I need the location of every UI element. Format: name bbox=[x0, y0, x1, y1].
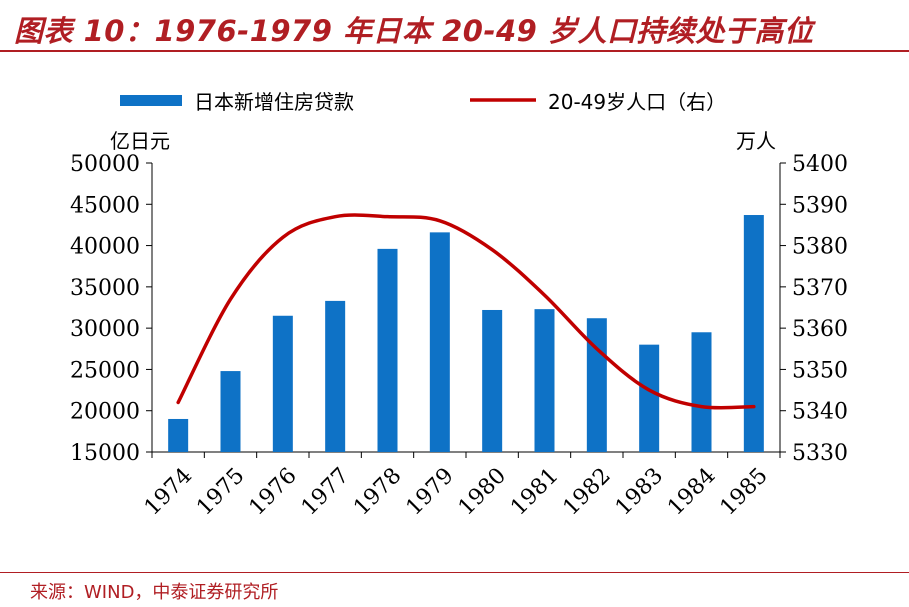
left-tick-label: 50000 bbox=[70, 152, 140, 177]
right-tick-label: 5390 bbox=[792, 193, 848, 218]
bar bbox=[743, 215, 764, 452]
right-tick-label: 5340 bbox=[792, 400, 848, 425]
x-tick-label: 1976 bbox=[245, 463, 302, 520]
source-note: 来源：WIND，中泰证券研究所 bbox=[30, 582, 279, 603]
chart: 日本新增住房贷款 20-49岁人口（右） 亿日元 万人 15000 20000 25… bbox=[70, 90, 848, 521]
left-tick-label: 20000 bbox=[70, 400, 140, 425]
legend-bar-swatch bbox=[120, 95, 182, 106]
source-divider bbox=[0, 572, 909, 573]
left-axis-unit: 亿日元 bbox=[110, 129, 170, 153]
bar bbox=[586, 318, 607, 452]
right-tick-label: 5350 bbox=[792, 358, 848, 383]
x-tick-label: 1985 bbox=[716, 463, 773, 520]
legend-bar-label: 日本新增住房贷款 bbox=[194, 90, 354, 114]
bar bbox=[639, 344, 660, 452]
bar bbox=[325, 300, 346, 452]
x-tick-label: 1980 bbox=[454, 463, 511, 520]
legend-line-label: 20-49岁人口（右） bbox=[548, 90, 726, 114]
bar bbox=[534, 309, 555, 452]
x-tick-label: 1981 bbox=[506, 463, 563, 520]
population-line bbox=[176, 213, 756, 410]
title-bar: 图表 10：1976-1979 年日本 20-49 岁人口持续处于高位 bbox=[0, 0, 909, 52]
x-tick-label: 1974 bbox=[140, 463, 197, 520]
right-tick-label: 5380 bbox=[792, 235, 848, 260]
right-tick-label: 5400 bbox=[792, 152, 848, 177]
right-axis-unit: 万人 bbox=[736, 129, 776, 153]
left-tick-label: 35000 bbox=[70, 276, 140, 301]
bar bbox=[168, 418, 189, 452]
x-tick-label: 1984 bbox=[663, 463, 720, 520]
bar bbox=[429, 232, 450, 452]
bar-series bbox=[168, 215, 764, 452]
bar bbox=[482, 309, 503, 452]
tick-labels: 15000 20000 25000 30000 35000 40000 45000 50000… bbox=[70, 152, 848, 521]
x-tick-label: 1977 bbox=[297, 463, 354, 520]
legend: 日本新增住房贷款 20-49岁人口（右） bbox=[120, 90, 726, 114]
page-title: 图表 10：1976-1979 年日本 20-49 岁人口持续处于高位 bbox=[14, 14, 814, 48]
x-tick-label: 1982 bbox=[559, 463, 616, 520]
line-series bbox=[176, 213, 756, 410]
right-tick-label: 5360 bbox=[792, 317, 848, 342]
left-tick-label: 30000 bbox=[70, 317, 140, 342]
x-tick-label: 1975 bbox=[192, 463, 249, 520]
left-tick-label: 25000 bbox=[70, 358, 140, 383]
x-tick-label: 1983 bbox=[611, 463, 668, 520]
bar bbox=[377, 248, 398, 452]
bar bbox=[691, 332, 712, 452]
right-tick-label: 5370 bbox=[792, 276, 848, 301]
right-tick-label: 5330 bbox=[792, 441, 848, 466]
left-tick-label: 15000 bbox=[70, 441, 140, 466]
x-tick-label: 1979 bbox=[402, 463, 459, 520]
axes bbox=[151, 163, 781, 453]
bar bbox=[272, 315, 293, 452]
bar bbox=[220, 371, 241, 452]
left-tick-label: 45000 bbox=[70, 193, 140, 218]
x-tick-label: 1978 bbox=[349, 463, 406, 520]
left-tick-label: 40000 bbox=[70, 235, 140, 260]
